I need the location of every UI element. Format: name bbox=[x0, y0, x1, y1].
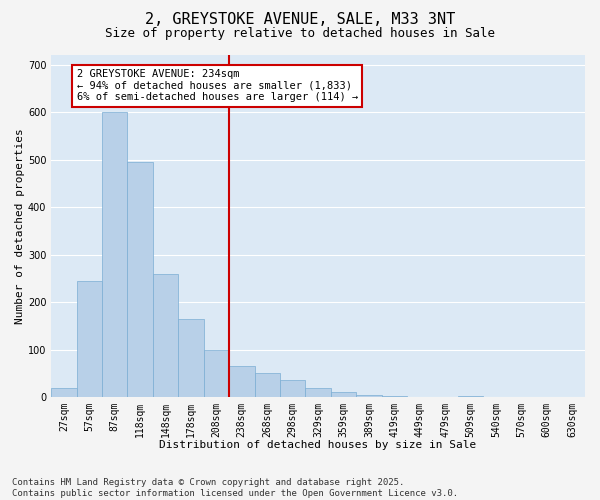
Text: 2 GREYSTOKE AVENUE: 234sqm
← 94% of detached houses are smaller (1,833)
6% of se: 2 GREYSTOKE AVENUE: 234sqm ← 94% of deta… bbox=[77, 70, 358, 102]
Bar bbox=[178, 318, 203, 397]
Bar bbox=[382, 396, 407, 397]
Bar bbox=[51, 388, 77, 397]
Bar bbox=[153, 274, 178, 397]
Bar bbox=[458, 396, 484, 397]
Bar bbox=[77, 280, 102, 397]
Text: 2, GREYSTOKE AVENUE, SALE, M33 3NT: 2, GREYSTOKE AVENUE, SALE, M33 3NT bbox=[145, 12, 455, 28]
Text: Size of property relative to detached houses in Sale: Size of property relative to detached ho… bbox=[105, 28, 495, 40]
Bar bbox=[203, 350, 229, 397]
Bar bbox=[127, 162, 153, 397]
Bar bbox=[102, 112, 127, 397]
Text: Contains HM Land Registry data © Crown copyright and database right 2025.
Contai: Contains HM Land Registry data © Crown c… bbox=[12, 478, 458, 498]
Bar bbox=[331, 392, 356, 397]
X-axis label: Distribution of detached houses by size in Sale: Distribution of detached houses by size … bbox=[160, 440, 476, 450]
Y-axis label: Number of detached properties: Number of detached properties bbox=[15, 128, 25, 324]
Bar bbox=[305, 388, 331, 397]
Bar bbox=[356, 394, 382, 397]
Bar bbox=[254, 374, 280, 397]
Bar bbox=[280, 380, 305, 397]
Bar bbox=[229, 366, 254, 397]
